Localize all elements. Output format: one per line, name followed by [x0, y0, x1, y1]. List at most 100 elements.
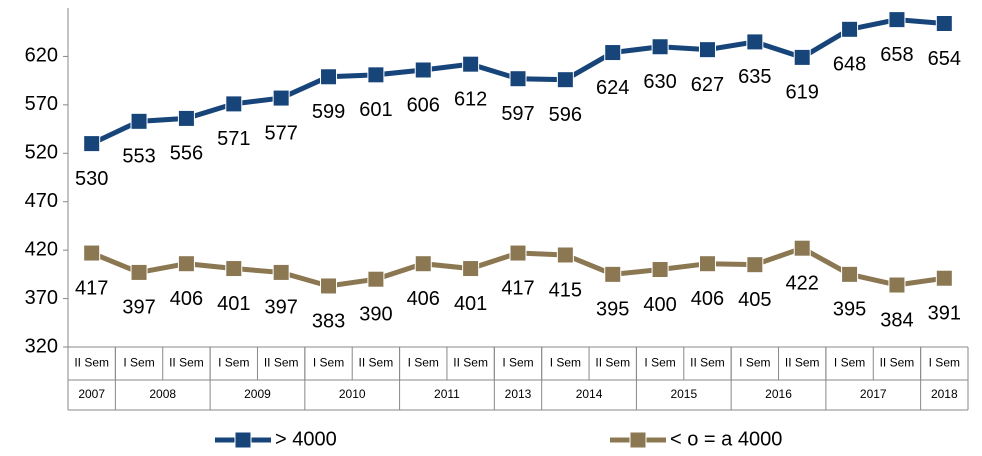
marker: [698, 41, 716, 59]
data-label: 556: [170, 143, 203, 165]
data-label: 406: [170, 288, 203, 310]
x-tick-label: I Sem: [218, 356, 249, 370]
marker: [698, 255, 716, 273]
marker: [556, 71, 574, 89]
marker: [414, 255, 432, 273]
group-label: 2008: [149, 387, 176, 401]
marker: [841, 265, 859, 283]
x-tick-label: II Sem: [690, 356, 725, 370]
data-label: 571: [217, 128, 250, 150]
group-label: 2017: [860, 387, 887, 401]
marker: [414, 61, 432, 79]
group-label: 2007: [78, 387, 105, 401]
y-tick-label: 470: [25, 190, 58, 212]
marker: [272, 89, 290, 107]
data-label: 654: [928, 48, 961, 70]
marker: [130, 112, 148, 130]
marker: [320, 68, 338, 86]
marker: [83, 135, 101, 153]
group-label: 2010: [339, 387, 366, 401]
marker: [367, 66, 385, 84]
marker: [651, 38, 669, 56]
data-label: 401: [454, 293, 487, 315]
data-label: 390: [359, 303, 392, 325]
data-label: 395: [833, 299, 866, 321]
marker: [841, 20, 859, 38]
data-label: 606: [407, 94, 440, 116]
group-label: 2018: [931, 387, 958, 401]
data-label: 624: [596, 77, 629, 99]
marker: [888, 11, 906, 29]
marker: [509, 244, 527, 262]
group-label: 2014: [576, 387, 603, 401]
marker: [888, 276, 906, 294]
marker: [462, 55, 480, 73]
y-tick-label: 570: [25, 93, 58, 115]
marker: [793, 239, 811, 257]
data-label: 417: [75, 277, 108, 299]
data-label: 406: [407, 288, 440, 310]
data-label: 397: [264, 297, 297, 319]
data-label: 599: [312, 101, 345, 123]
x-tick-label: II Sem: [359, 356, 394, 370]
data-label: 648: [833, 54, 866, 76]
marker: [83, 244, 101, 262]
marker: [935, 269, 953, 287]
marker: [746, 33, 764, 51]
data-label: 612: [454, 88, 487, 110]
data-label: 384: [880, 309, 913, 331]
data-label: 417: [501, 277, 534, 299]
x-tick-label: II Sem: [264, 356, 299, 370]
x-tick-label: I Sem: [550, 356, 581, 370]
data-label: 627: [691, 74, 724, 96]
data-label: 397: [122, 297, 155, 319]
marker: [225, 260, 243, 278]
data-label: 415: [549, 279, 582, 301]
data-label: 577: [264, 122, 297, 144]
data-label: 422: [786, 272, 819, 294]
x-tick-label: II Sem: [453, 356, 488, 370]
x-tick-label: I Sem: [834, 356, 865, 370]
legend-label: < o = a 4000: [670, 428, 782, 450]
marker: [177, 255, 195, 273]
y-tick-label: 370: [25, 287, 58, 309]
data-label: 405: [738, 289, 771, 311]
marker: [651, 261, 669, 279]
y-tick-label: 520: [25, 142, 58, 164]
marker: [935, 14, 953, 32]
data-label: 406: [691, 288, 724, 310]
y-tick-label: 420: [25, 238, 58, 260]
marker: [556, 246, 574, 264]
group-label: 2009: [244, 387, 271, 401]
marker: [130, 263, 148, 281]
x-tick-label: I Sem: [739, 356, 770, 370]
x-tick-label: II Sem: [880, 356, 915, 370]
marker: [746, 256, 764, 274]
group-label: 2011: [434, 387, 460, 401]
marker: [272, 263, 290, 281]
marker: [509, 70, 527, 88]
group-label: 2013: [505, 387, 532, 401]
x-tick-label: II Sem: [74, 356, 109, 370]
group-label: 2015: [670, 387, 697, 401]
x-tick-label: I Sem: [502, 356, 533, 370]
data-label: 630: [643, 71, 676, 93]
data-label: 391: [928, 303, 961, 325]
marker: [177, 109, 195, 127]
x-tick-label: I Sem: [408, 356, 439, 370]
x-tick-label: I Sem: [929, 356, 960, 370]
x-tick-label: I Sem: [123, 356, 154, 370]
data-label: 619: [786, 82, 819, 104]
legend-label: > 4000: [275, 428, 337, 450]
data-label: 395: [596, 299, 629, 321]
marker: [462, 260, 480, 278]
data-label: 400: [643, 294, 676, 316]
marker: [793, 48, 811, 66]
x-tick-label: II Sem: [785, 356, 820, 370]
legend-marker: [234, 431, 252, 449]
legend-marker: [629, 431, 647, 449]
y-tick-label: 620: [25, 45, 58, 67]
data-label: 530: [75, 168, 108, 190]
x-tick-label: I Sem: [644, 356, 675, 370]
